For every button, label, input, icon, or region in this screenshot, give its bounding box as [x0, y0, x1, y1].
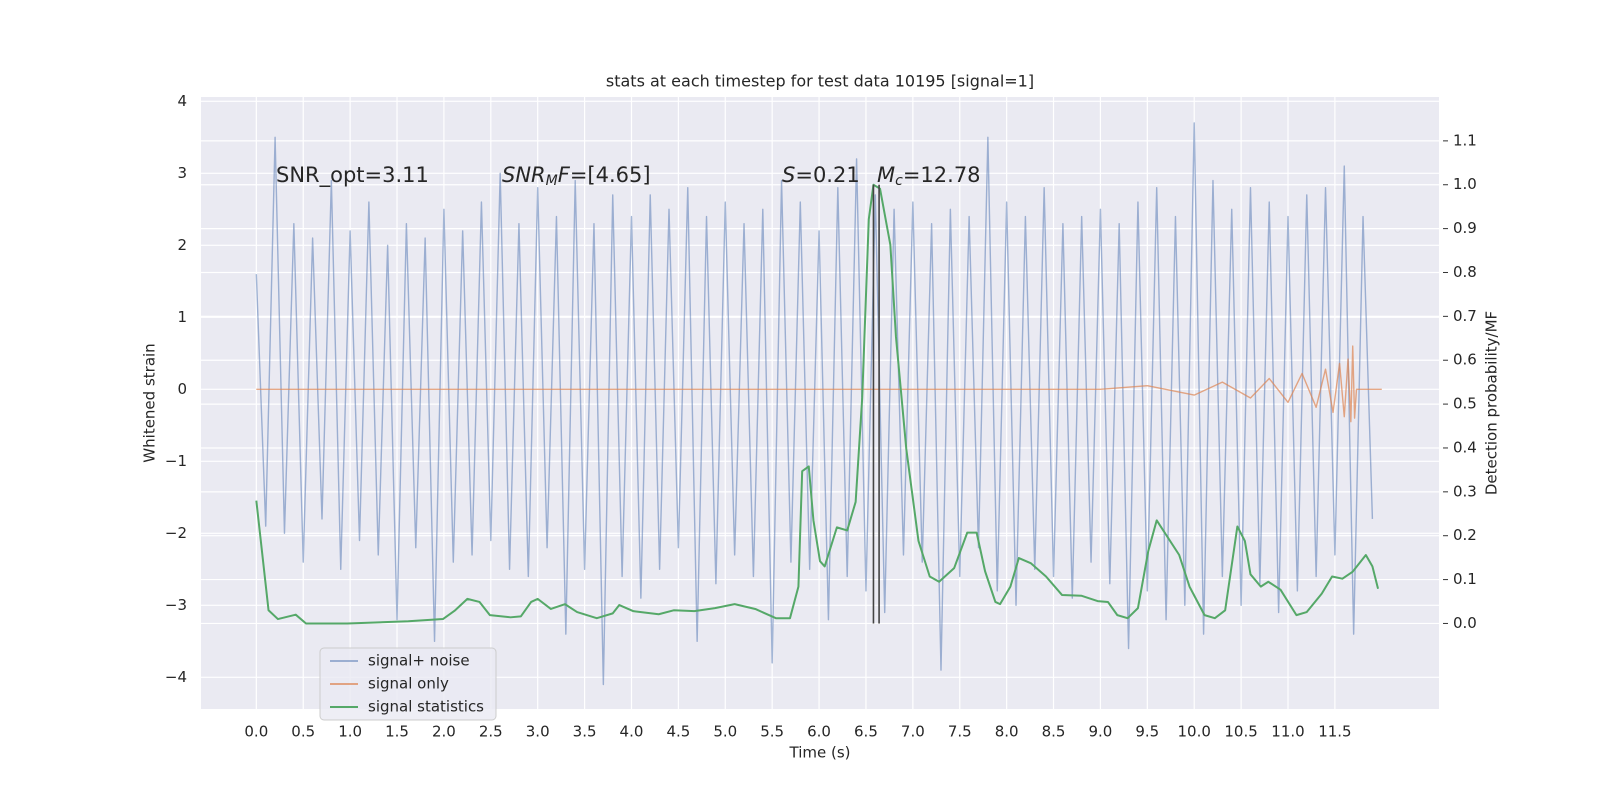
- x-tick-label: 8.5: [1042, 723, 1066, 741]
- legend: signal+ noise signal only signal statistic…: [319, 647, 497, 721]
- annotation-part: SNR_opt=3.11: [276, 163, 429, 188]
- x-tick-label: 11.5: [1318, 723, 1351, 741]
- x-tick-label: 0.0: [244, 723, 268, 741]
- x-tick-label: 11.0: [1271, 723, 1304, 741]
- x-axis-label: Time (s): [789, 744, 851, 762]
- x-tick-label: 10.5: [1224, 723, 1257, 741]
- annotation-part: =12.78: [903, 163, 981, 187]
- annotation-part: SNR: [502, 163, 546, 187]
- x-tick-label: 3.0: [526, 723, 550, 741]
- legend-label: signal+ noise: [368, 652, 470, 670]
- annotation: SNR_opt=3.11: [276, 163, 429, 188]
- y-tick-label: −4: [165, 668, 187, 686]
- annotation-part: F: [558, 163, 571, 187]
- series-line: [256, 345, 1382, 423]
- y2-tick-label: 0.4: [1453, 438, 1477, 456]
- y2-tick-label: 1.0: [1453, 175, 1477, 193]
- x-tick-label: 9.5: [1135, 723, 1159, 741]
- y2-axis-label: Detection probability/MF: [1483, 311, 1501, 495]
- chart-title: stats at each timestep for test data 101…: [606, 72, 1034, 91]
- x-tick-label: 6.0: [807, 723, 831, 741]
- y2-tick-label: 0.5: [1453, 395, 1477, 413]
- series-line: [255, 183, 1380, 625]
- legend-label: signal statistics: [368, 698, 484, 716]
- x-tick-label: 5.0: [713, 723, 737, 741]
- legend-box: [319, 647, 497, 721]
- y-axis-label: Whitened strain: [141, 343, 159, 462]
- x-tick-label: 9.0: [1088, 723, 1112, 741]
- y-tick-label: 3: [177, 164, 187, 182]
- x-tick-label: 1.5: [385, 723, 409, 741]
- x-tick-label: 7.5: [948, 723, 972, 741]
- y-tick-label: −1: [165, 452, 187, 470]
- x-tick-label: 5.5: [760, 723, 784, 741]
- y-tick-label: 0: [177, 380, 187, 398]
- y2-tick-label: 0.7: [1453, 307, 1477, 325]
- x-tick-label: 10.0: [1178, 723, 1211, 741]
- x-tick-label: 4.5: [666, 723, 690, 741]
- y-tick-label: −2: [165, 524, 187, 542]
- x-tick-label: 1.0: [338, 723, 362, 741]
- y2-tick-label: 0.8: [1453, 263, 1477, 281]
- y-tick-label: −3: [165, 596, 187, 614]
- annotation-part: c: [895, 173, 903, 189]
- y2-tick-label: 0.1: [1453, 570, 1477, 588]
- x-tick-label: 8.0: [995, 723, 1019, 741]
- annotation-part: =[4.65]: [570, 163, 651, 187]
- annotation-part: M: [546, 173, 558, 189]
- y-tick-label: 4: [177, 92, 187, 110]
- y2-tick-label: 0.6: [1453, 351, 1477, 369]
- x-tick-label: 2.0: [432, 723, 456, 741]
- y2-tick-label: 0.2: [1453, 526, 1477, 544]
- x-tick-label: 3.5: [573, 723, 597, 741]
- x-tick-label: 6.5: [854, 723, 878, 741]
- y-tick-label: 1: [177, 308, 187, 326]
- annotation: S=0.21: [782, 163, 860, 187]
- x-tick-label: 4.0: [620, 723, 644, 741]
- x-tick-label: 0.5: [291, 723, 315, 741]
- x-tick-label: 7.0: [901, 723, 925, 741]
- x-tick-label: 2.5: [479, 723, 503, 741]
- annotation-part: =0.21: [795, 163, 859, 187]
- annotation-part: S: [782, 163, 795, 187]
- y2-tick-label: 0.0: [1453, 614, 1477, 632]
- annotation: Mc=12.78: [877, 163, 981, 189]
- y2-tick-label: 0.3: [1453, 482, 1477, 500]
- legend-label: signal only: [368, 675, 449, 693]
- plot-background: [201, 97, 1439, 709]
- annotation: SNRMF=[4.65]: [502, 163, 651, 189]
- y2-tick-label: 1.1: [1453, 131, 1477, 149]
- series-line: [255, 122, 1374, 686]
- y-tick-label: 2: [177, 236, 187, 254]
- y2-tick-label: 0.9: [1453, 219, 1477, 237]
- annotation-part: M: [877, 163, 895, 187]
